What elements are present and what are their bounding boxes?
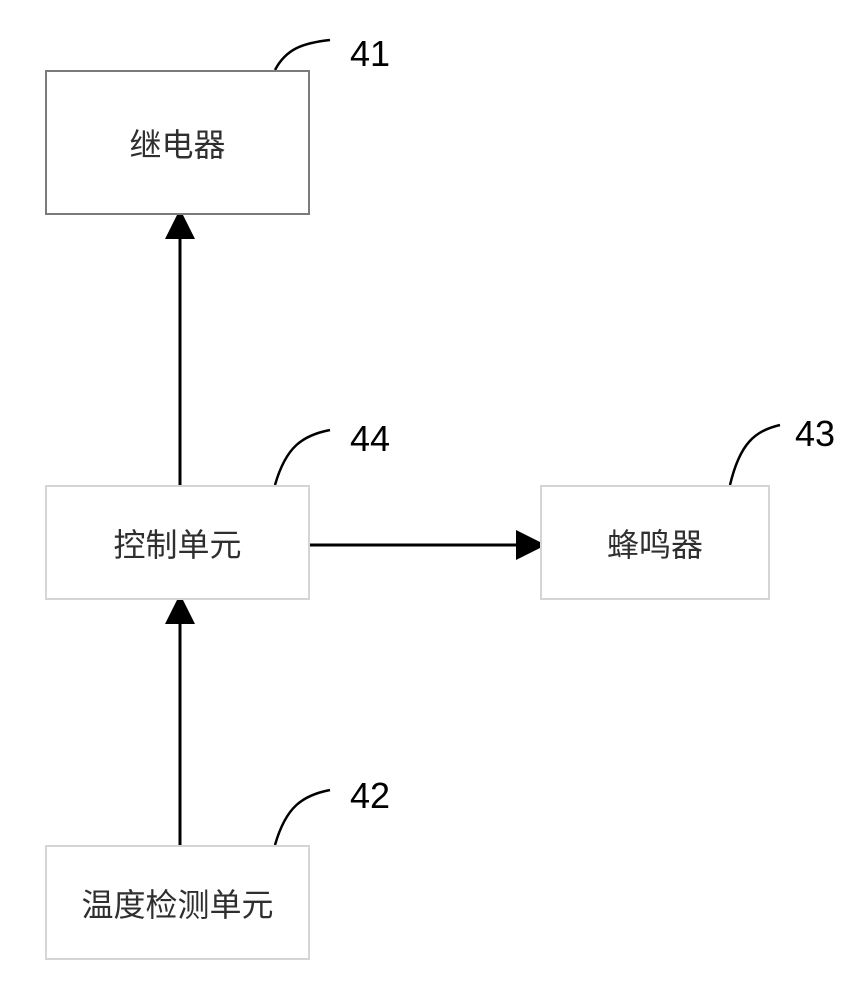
node-temp: 温度检测单元 <box>45 845 310 960</box>
node-temp-label: 温度检测单元 <box>81 880 273 926</box>
ref-label-buzzer: 43 <box>795 413 835 455</box>
ref-curve-control <box>275 430 330 485</box>
node-buzzer-label: 蜂鸣器 <box>607 520 703 566</box>
ref-label-relay: 41 <box>350 33 390 75</box>
ref-label-control: 44 <box>350 418 390 460</box>
node-control: 控制单元 <box>45 485 310 600</box>
diagram-container: 继电器控制单元 蜂鸣器温度检测单元 41 44 43 42 <box>0 0 846 1000</box>
ref-curve-buzzer <box>730 425 780 485</box>
ref-label-temp: 42 <box>350 775 390 817</box>
node-relay-label: 继电器 <box>129 120 225 166</box>
ref-curve-relay <box>275 40 330 70</box>
node-buzzer: 蜂鸣器 <box>540 485 770 600</box>
ref-curve-temp <box>275 790 330 845</box>
node-relay: 继电器 <box>45 70 310 215</box>
node-control-label: 控制单元 <box>113 520 241 566</box>
